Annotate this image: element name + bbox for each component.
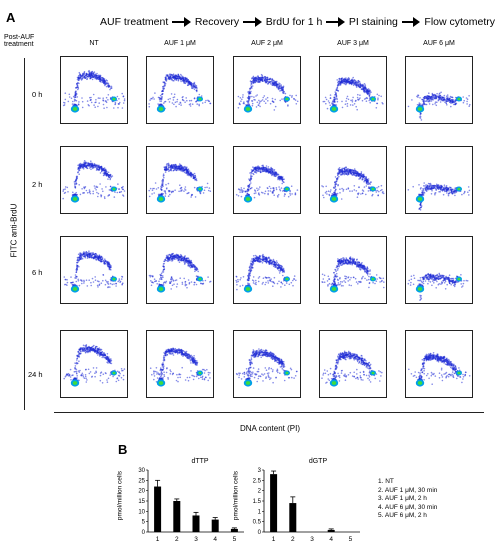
dttp-ytick-label: 0 [142,530,146,536]
chart-title-dgtp: dGTP [308,458,328,465]
dgtp-xtick-label-3: 3 [310,536,314,543]
row-label-2h: 2 h [32,180,43,189]
y-axis-label: FITC anti-BrdU [9,203,19,258]
dttp-bar-5 [230,528,238,532]
post-auf-label-line2: treatment [4,41,34,48]
dttp-ytick-label: 5 [142,520,146,526]
dttp-ytick-label: 10 [138,509,145,515]
flow-plot-r1-c1 [146,146,214,214]
flow-plot-r0-c4 [405,56,473,124]
row-label-0h: 0 h [32,90,43,99]
panel-b-letter: B [118,442,128,457]
dgtp-ytick-label: 0.5 [253,520,262,526]
flow-plot-r1-c3 [319,146,387,214]
dgtp-ytick-label: 0 [258,530,262,536]
flow-plot-r3-c2 [233,330,301,398]
post-auf-label: Post-AUF treatment [4,34,48,48]
dgtp-ytick-label: 1.5 [253,499,262,505]
column-header-auf-2: AUF 2 μM [251,40,283,47]
y-axis-line [24,58,25,410]
post-auf-label-line1: Post-AUF [4,34,35,41]
workflow-step-1: AUF treatment [100,16,169,28]
flow-plot-r0-c1 [146,56,214,124]
dgtp-xtick-label-4: 4 [329,536,333,543]
dgtp-ytick-label: 1 [258,509,262,515]
workflow-step-3: BrdU for 1 h [265,16,323,28]
flow-plot-r3-c0 [60,330,128,398]
dttp-xtick-label-2: 2 [175,536,179,543]
x-axis-line [54,412,484,413]
column-header-auf-6: AUF 6 μM [423,40,455,47]
dttp-xtick-label-4: 4 [213,536,217,543]
dttp-ytick-label: 15 [138,499,145,505]
bar-chart-dgtp: 0 0.5 1 1.5 2 2.5 3 1 2 3 4 5 [253,468,360,543]
flow-plot-r2-c2 [233,236,301,304]
arrow-right-icon [401,17,421,27]
column-header-auf-3: AUF 3 μM [337,40,369,47]
flow-plot-r0-c3 [319,56,387,124]
flow-plot-r2-c1 [146,236,214,304]
dttp-bar-1 [154,486,162,532]
bar-chart-dttp: 0 5 10 15 20 25 30 1 2 3 4 5 [138,468,244,543]
legend-item-4: 4. AUF 6 μM, 30 min [378,503,438,511]
flow-plot-r1-c4 [405,146,473,214]
flow-plot-r2-c3 [319,236,387,304]
workflow-diagram: AUF treatment Recovery BrdU for 1 h PI s… [100,14,495,30]
dgtp-bar-1 [270,474,278,532]
dttp-bar-2 [173,501,181,532]
row-label-6h: 6 h [32,268,43,277]
flow-plot-r1-c0 [60,146,128,214]
dgtp-ytick-label: 3 [258,468,262,474]
dttp-ytick-label: 30 [138,468,145,474]
column-header-nt: NT [89,40,99,47]
column-header-auf-1: AUF 1 μM [164,40,196,47]
legend-item-5: 5. AUF 6 μM, 2 h [378,512,427,519]
dgtp-xtick-label-1: 1 [272,536,276,543]
dttp-xtick-label-5: 5 [233,536,237,543]
chart-title-dttp: dTTP [191,458,209,465]
arrow-right-icon [172,17,191,27]
flow-plot-r3-c1 [146,330,214,398]
dgtp-xtick-label-5: 5 [349,536,353,543]
flow-plot-r2-c0 [60,236,128,304]
dgtp-ytick-label: 2.5 [253,478,262,484]
flow-plot-r3-c3 [319,330,387,398]
row-label-24h: 24 h [28,370,43,379]
workflow-step-2: Recovery [194,16,240,28]
dgtp-bar-2 [289,503,297,532]
dttp-bar-4 [211,519,219,532]
panel-a-letter: A [6,10,16,25]
legend-item-2: 2. AUF 1 μM, 30 min [378,486,438,494]
dttp-ytick-label: 25 [138,478,145,484]
x-axis-label: DNA content (PI) [239,424,301,433]
flow-plot-r3-c4 [405,330,473,398]
workflow-step-5: Flow cytometry [424,16,495,28]
chart-legend: 1. NT 2. AUF 1 μM, 30 min 3. AUF 1 μM, 2… [378,478,437,521]
arrow-right-icon [326,17,345,27]
dttp-ytick-label: 20 [138,489,145,495]
dttp-bar-3 [192,515,200,532]
flow-plot-r1-c2 [233,146,301,214]
dgtp-xtick-label-2: 2 [291,536,295,543]
dttp-xtick-label-1: 1 [156,536,160,543]
dgtp-bar-4 [327,529,335,532]
arrow-right-icon [243,17,262,27]
flow-plot-r0-c0 [60,56,128,124]
legend-item-1: 1. NT [378,478,394,485]
dgtp-ytick-label: 2 [258,489,262,495]
flow-plot-r2-c4 [405,236,473,304]
flow-plot-r0-c2 [233,56,301,124]
legend-item-3: 3. AUF 1 μM, 2 h [378,495,427,502]
workflow-step-4: PI staining [348,16,398,28]
dttp-xtick-label-3: 3 [194,536,198,543]
